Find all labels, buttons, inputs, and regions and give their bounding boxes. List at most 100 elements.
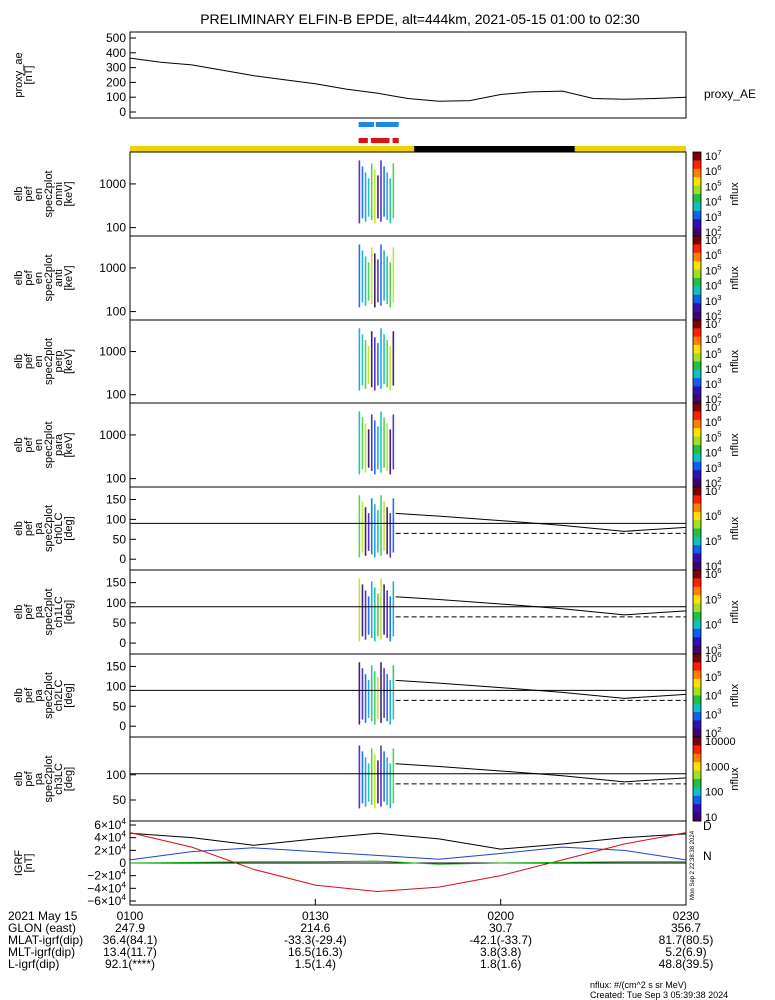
ytick-label: 100 [106,512,126,526]
spectrogram-strip [389,680,392,725]
proxy-ae-right-label: proxy_AE [704,87,756,101]
colorbar-segment [693,795,701,805]
ylabel-line: [deg] [63,600,75,624]
spectrogram-strip [380,160,382,222]
ytick-label: 100 [106,305,126,319]
colorbar-segment [693,403,701,412]
colorbar-tick-label: 106 [705,247,722,262]
spectrogram-strip [358,745,361,809]
orbit-row-label: MLT-igrf(dip) [8,945,75,959]
orbit-value: 0100 [117,909,144,923]
colorbar-segment [693,453,701,463]
colorbar-segment [693,202,701,212]
panel-frame-en_perp [129,319,687,404]
colorbar-segment [693,670,701,680]
colorbar-segment [693,753,701,763]
spectrogram-strip [370,331,373,388]
spectrogram-strip [383,417,385,468]
ylabel-line: omni [53,182,65,206]
ytick-label: 1000 [99,177,126,191]
colorbar-tick-label: 106 [705,163,722,178]
colorbar-segment [693,520,701,529]
ylabel-line: pef [23,353,35,369]
ylabel-line: [deg] [63,516,75,540]
colorbar-tick-label: 106 [705,414,722,429]
ylabel-line: pa [33,605,45,618]
ylabel-line: elb [13,438,25,453]
spectrogram-strip [377,259,379,303]
colorbar-tick-label: 107 [705,399,722,414]
orbit-value: -33.3(-29.4) [284,933,347,947]
orbit-value: 36.4(84.1) [103,933,158,947]
spectrogram-strip [389,429,392,475]
ylabel-line: spec2plot [43,421,55,468]
spectrogram-strip [374,420,376,475]
orbit-value: 214.6 [300,921,330,935]
spectrogram-strip [361,417,364,470]
ytick-label: 0 [119,856,126,870]
ytick-label: 100 [106,596,126,610]
spectrogram-strip [383,751,385,802]
flag-bar-segment [574,146,686,152]
colorbar-label: nflux [729,516,741,540]
spectrogram-strip [374,169,376,224]
spectrogram-strip [374,587,376,642]
spectrogram-strip [374,253,376,308]
colorbar-tick-label: 103 [705,376,722,391]
colorbar-tick-label: 100 [705,787,723,799]
orbit-value: 1.5(1.4) [295,957,336,971]
spectrogram-strip [386,590,388,639]
panel-frame-pa_ch0 [129,486,687,571]
spectrogram-strip [364,757,367,807]
ytick-label: 100 [106,388,126,402]
gsm-green-line [129,860,686,865]
colorbar-segment [693,762,701,772]
ytick-label: 50 [113,793,127,807]
colorbar-tick-label: 104 [705,688,722,703]
colorbar-segment [693,168,701,178]
flag-bar-segment [414,146,575,152]
spectrogram-strip [383,501,385,551]
ytick-label: 4×104 [94,829,126,845]
orbit-value: 3.8(3.8) [480,945,521,959]
colorbar-segment [693,578,701,588]
ytick-label: 1000 [99,261,126,275]
colorbar-segment [693,595,701,605]
spectrogram-strip [377,510,379,553]
ylabel-line: spec2plot [43,672,55,719]
spectrogram-strip [364,674,367,723]
ylabel-line: [nT] [23,854,35,873]
red-flag-segment [392,138,399,143]
spectrogram-strip [370,163,373,221]
colorbar-segment [693,812,701,822]
colorbar-segment [693,470,701,480]
spectrogram-strip [380,411,382,473]
colorbar-segment [693,320,701,329]
spectrogram-strip [361,668,364,720]
ytick-label: 1000 [99,345,126,359]
blue-flag-segment [375,122,399,127]
colorbar-segment [693,445,701,454]
orbit-table: 2021 May 15 0100 0130 0200 0230 GLON (east) 24… [8,909,713,971]
ylabel-line: pef [23,687,35,703]
ytick-label: 100 [106,768,126,782]
colorbar-segment [693,286,701,296]
spectrogram-strip [392,498,395,553]
colorbar-segment [693,745,701,755]
colorbar-segment [693,219,701,229]
colorbar-segment [693,411,701,421]
colorbar-tick-label: 104 [705,617,722,632]
colorbar-segment [693,261,701,271]
ylabel-line: pef [23,436,35,452]
colorbar-segment [693,728,701,738]
spectrogram-strip [383,334,385,384]
spectrogram-strip [370,247,373,305]
colorbar-segment [693,311,701,321]
colorbar-tick-label: 106 [705,566,722,581]
colorbar-tick-label: 105 [705,591,722,606]
colorbar-segment [693,678,701,688]
gsm-black-line [129,832,687,850]
colorbar-segment [693,787,701,797]
created-stamp: Created: Tue Sep 3 05:39:38 2024 [590,990,728,1000]
ylabel-line: pa [33,522,45,535]
